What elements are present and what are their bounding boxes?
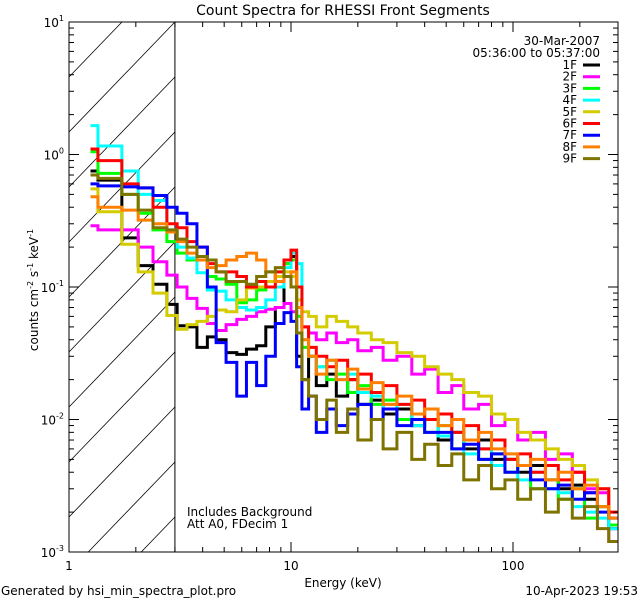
chart-title: Count Spectra for RHESSI Front Segments — [196, 3, 490, 19]
legend-label: 3F — [562, 81, 577, 95]
y-tick-label: 100 — [44, 147, 64, 163]
y-tick-label: 10-3 — [41, 544, 64, 560]
legend-time-range: 05:36:00 to 05:37:00 — [473, 46, 600, 60]
legend-label: 7F — [562, 128, 577, 142]
y-tick-label: 10-1 — [41, 279, 64, 295]
x-tick-label: 10 — [283, 559, 298, 573]
legend-label: 6F — [562, 117, 577, 131]
footer-generated-by: Generated by hsi_min_spectra_plot.pro — [1, 584, 236, 598]
axis-ticks — [68, 21, 618, 553]
hatch-line — [68, 21, 123, 78]
legend-label: 5F — [562, 105, 577, 119]
hatch-line — [140, 516, 176, 553]
legend-label: 8F — [562, 140, 577, 154]
hatch-line — [68, 351, 176, 463]
legend-label: 9F — [562, 152, 577, 166]
legend-date: 30-Mar-2007 — [524, 34, 600, 48]
series-line-5F — [90, 187, 618, 514]
legend-label: 1F — [562, 58, 577, 72]
annotation-background: Includes Background — [187, 505, 312, 519]
legend-label: 4F — [562, 93, 577, 107]
y-tick-label: 10-2 — [41, 412, 64, 428]
annotation-attenuator: Att A0, FDecim 1 — [187, 517, 288, 531]
hatch-line — [68, 76, 176, 188]
hatch-line — [68, 296, 176, 408]
legend-label: 2F — [562, 70, 577, 84]
y-tick-label: 101 — [44, 14, 64, 30]
y-axis-label: counts cm-2 s-1 keV-1 — [26, 229, 41, 351]
series-line-9F — [90, 173, 618, 544]
x-tick-label: 100 — [502, 559, 525, 573]
hatch-line — [68, 21, 176, 133]
footer-timestamp: 10-Apr-2023 19:53 — [525, 584, 638, 598]
excluded-energy-hatch — [68, 21, 176, 553]
x-axis-label: Energy (keV) — [304, 576, 381, 590]
hatch-line — [68, 406, 176, 518]
x-tick-label: 1 — [65, 559, 73, 573]
series-line-2F — [90, 224, 618, 544]
hatch-line — [87, 461, 176, 553]
